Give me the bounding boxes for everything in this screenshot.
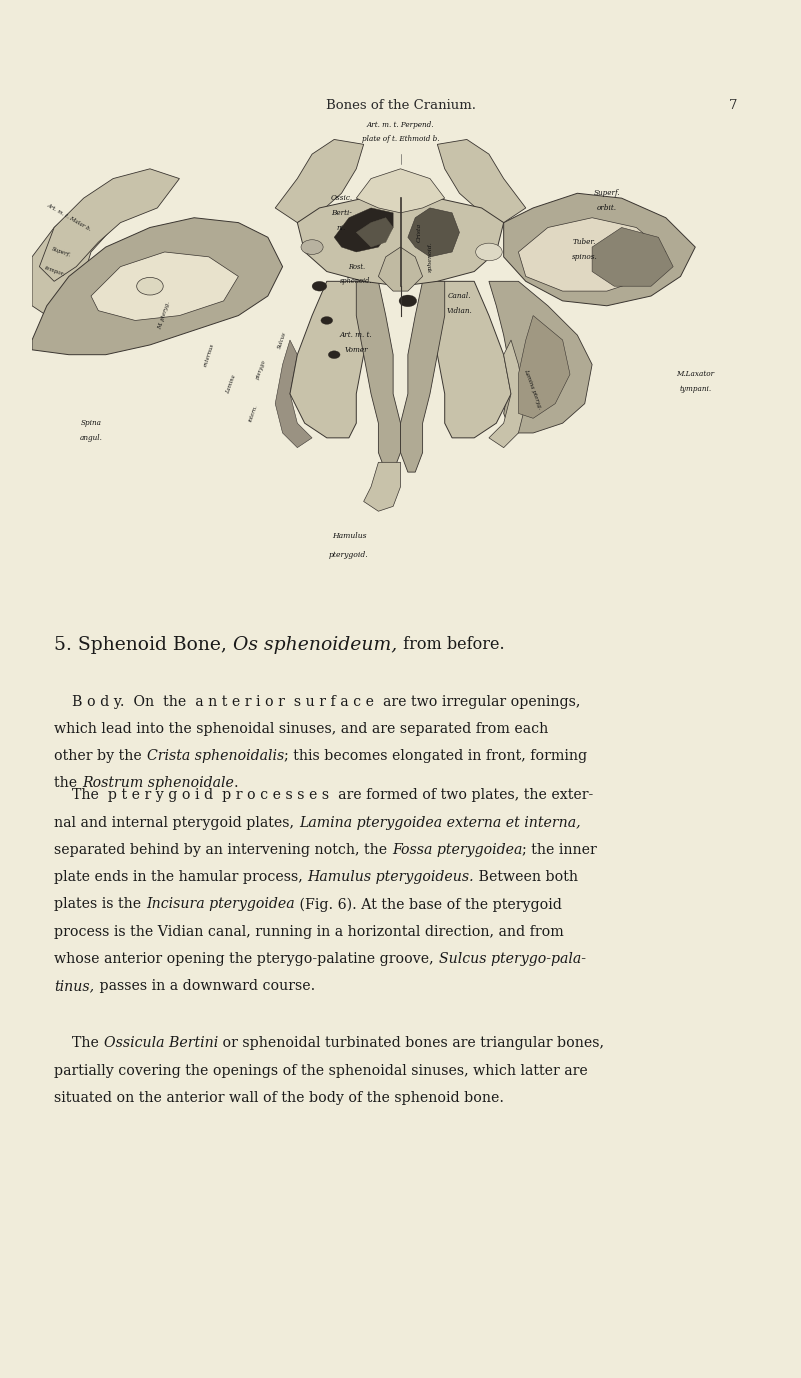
Text: pterygoid.: pterygoid. (329, 551, 368, 559)
Polygon shape (518, 218, 666, 291)
Text: pterygo: pterygo (255, 358, 267, 380)
Text: Hamulus: Hamulus (332, 532, 366, 540)
Polygon shape (504, 193, 695, 306)
Polygon shape (364, 463, 400, 511)
Text: Lamina: Lamina (225, 373, 237, 394)
Text: angul.: angul. (79, 434, 103, 442)
Polygon shape (400, 281, 445, 473)
Text: M.Laxator: M.Laxator (676, 371, 714, 379)
Polygon shape (290, 281, 378, 438)
Circle shape (399, 295, 417, 307)
Polygon shape (437, 139, 525, 223)
Text: tinus,: tinus, (54, 980, 95, 994)
Text: passes in a downward course.: passes in a downward course. (95, 980, 315, 994)
Text: plate ends in the hamular process,: plate ends in the hamular process, (54, 870, 308, 885)
Polygon shape (276, 139, 364, 223)
Text: nal and internal pterygoid plates,: nal and internal pterygoid plates, (54, 816, 299, 830)
Text: sphenoid.: sphenoid. (428, 241, 433, 273)
Text: plates is the: plates is the (54, 897, 146, 911)
Text: intern.: intern. (248, 404, 259, 423)
Text: the: the (54, 776, 82, 791)
Text: other by the: other by the (54, 750, 147, 763)
Text: Sulcus: Sulcus (277, 331, 288, 349)
Text: plate of t. Ethmoid b.: plate of t. Ethmoid b. (362, 135, 439, 143)
Polygon shape (423, 281, 511, 438)
Text: orbit.: orbit. (597, 204, 617, 212)
Polygon shape (356, 218, 393, 247)
Text: Rostrum sphenoidale: Rostrum sphenoidale (82, 776, 234, 791)
Text: 7: 7 (729, 99, 737, 112)
Polygon shape (39, 168, 179, 281)
Circle shape (321, 317, 332, 324)
Polygon shape (91, 252, 239, 321)
Text: Spina: Spina (80, 419, 102, 427)
Text: which lead into the sphenoidal sinuses, and are separated from each: which lead into the sphenoidal sinuses, … (54, 722, 549, 736)
Text: sphenoid.: sphenoid. (340, 277, 372, 285)
Text: Bones of the Cranium.: Bones of the Cranium. (325, 99, 476, 112)
Text: Crista sphenoidalis: Crista sphenoidalis (147, 750, 284, 763)
Text: The: The (54, 1036, 104, 1050)
Text: from before.: from before. (397, 637, 504, 653)
Text: whose anterior opening the pterygo-palatine groove,: whose anterior opening the pterygo-palat… (54, 952, 439, 966)
Circle shape (137, 277, 163, 295)
Polygon shape (32, 193, 128, 316)
Text: Art. m. t. Perpend.: Art. m. t. Perpend. (367, 121, 434, 128)
Text: .: . (234, 776, 239, 791)
Text: Lamina pterygoidea externa et interna,: Lamina pterygoidea externa et interna, (299, 816, 581, 830)
Text: Os sphenoideum,: Os sphenoideum, (233, 637, 397, 655)
Polygon shape (378, 247, 423, 291)
Text: tympani.: tympani. (679, 384, 711, 393)
Text: ; this becomes elongated in front, forming: ; this becomes elongated in front, formi… (284, 750, 587, 763)
Text: Vomer: Vomer (344, 346, 368, 354)
Text: Hamulus pterygoideus.: Hamulus pterygoideus. (308, 870, 474, 885)
Text: Rost.: Rost. (348, 263, 364, 270)
Text: Lamina pteryg.: Lamina pteryg. (524, 368, 543, 409)
Text: Vidian.: Vidian. (447, 307, 473, 314)
Polygon shape (297, 198, 504, 287)
Text: ni.: ni. (337, 223, 346, 232)
Text: externus: externus (203, 342, 215, 367)
Text: situated on the anterior wall of the body of the sphenoid bone.: situated on the anterior wall of the bod… (54, 1091, 505, 1105)
Text: Sulcus pterygo-pala-: Sulcus pterygo-pala- (439, 952, 586, 966)
Text: The  p t e r y g o i d  p r o c e s s e s  are formed of two plates, the exter-: The p t e r y g o i d p r o c e s s e s … (54, 788, 594, 802)
Text: (Fig. 6). At the base of the pterygoid: (Fig. 6). At the base of the pterygoid (295, 897, 562, 912)
Polygon shape (356, 168, 445, 212)
Polygon shape (276, 340, 312, 448)
Text: Art. m. t.: Art. m. t. (340, 331, 372, 339)
Text: spinos.: spinos. (572, 252, 598, 260)
Polygon shape (32, 218, 283, 354)
Text: Tuber.: Tuber. (573, 238, 597, 247)
Polygon shape (334, 208, 393, 252)
Text: Superf.: Superf. (51, 247, 72, 258)
Text: process is the Vidian canal, running in a horizontal direction, and from: process is the Vidian canal, running in … (54, 925, 564, 938)
Text: Fossa pterygoidea: Fossa pterygoidea (392, 843, 522, 857)
Text: Ossicula Bertini: Ossicula Bertini (104, 1036, 218, 1050)
Circle shape (312, 281, 327, 291)
Polygon shape (356, 281, 400, 473)
Text: Canal.: Canal. (448, 292, 471, 300)
Polygon shape (592, 227, 673, 287)
Text: B o d y.  On  the  a n t e r i o r  s u r f a c e  are two irregular openings,: B o d y. On the a n t e r i o r s u r f … (54, 695, 581, 708)
Polygon shape (489, 281, 592, 433)
Text: Berti-: Berti- (331, 209, 352, 216)
Text: Art. m. t. Malar b.: Art. m. t. Malar b. (46, 203, 92, 233)
Text: M. pteryg.: M. pteryg. (158, 300, 171, 331)
Circle shape (328, 351, 340, 358)
Text: or sphenoidal turbinated bones are triangular bones,: or sphenoidal turbinated bones are trian… (218, 1036, 604, 1050)
Text: ; the inner: ; the inner (522, 843, 598, 857)
Polygon shape (408, 208, 460, 256)
Polygon shape (489, 340, 525, 448)
Text: 5. Sphenoid Bone,: 5. Sphenoid Bone, (54, 637, 233, 655)
Circle shape (301, 240, 323, 255)
Text: separated behind by an intervening notch, the: separated behind by an intervening notch… (54, 843, 392, 857)
Text: partially covering the openings of the sphenoidal sinuses, which latter are: partially covering the openings of the s… (54, 1064, 588, 1078)
Text: Superf.: Superf. (594, 189, 620, 197)
Polygon shape (518, 316, 570, 419)
Text: Between both: Between both (474, 870, 578, 885)
Circle shape (476, 243, 502, 260)
Text: Ossic.: Ossic. (331, 194, 352, 203)
Text: Incisura pterygoidea: Incisura pterygoidea (146, 897, 295, 911)
Text: tempor.: tempor. (43, 266, 65, 277)
Text: Crista: Crista (417, 223, 421, 243)
